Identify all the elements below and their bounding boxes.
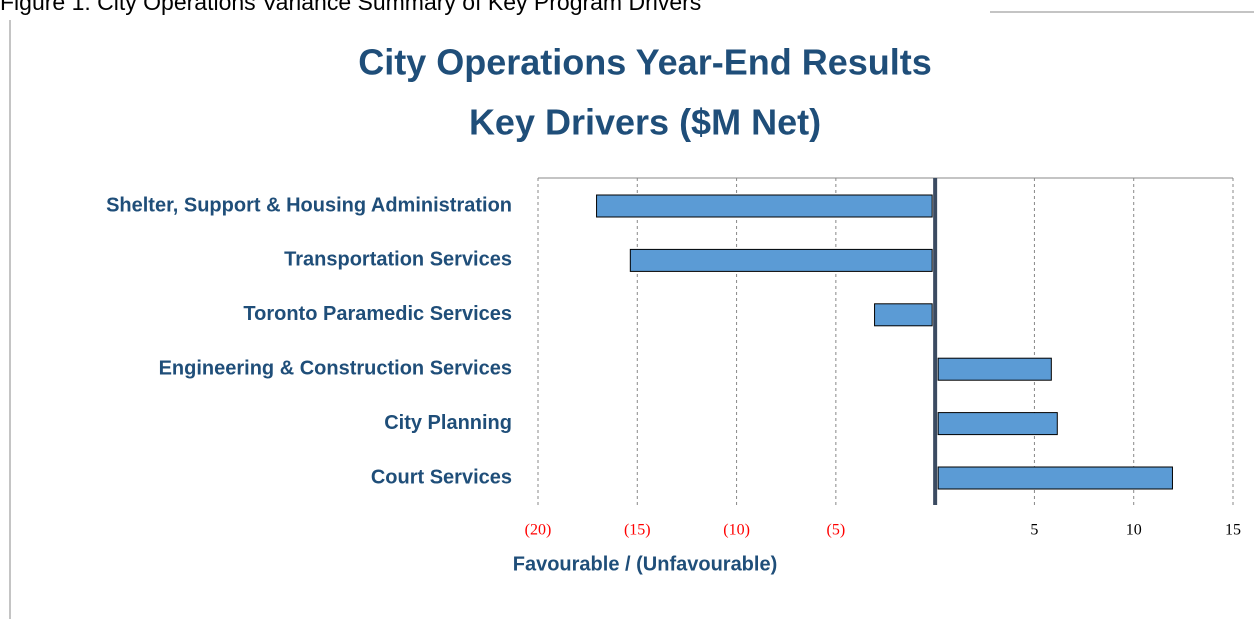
y-tick-label: Court Services <box>371 466 512 488</box>
bar <box>629 248 933 272</box>
x-tick-label: (15) <box>624 522 651 539</box>
x-tick-label: 15 <box>1225 522 1241 539</box>
chart-title: Key Drivers ($M Net) <box>469 102 821 143</box>
x-tick-label: (5) <box>827 522 846 539</box>
caption: Figure 1: City Operations Variance Summa… <box>0 0 701 15</box>
x-tick-label: (20) <box>525 522 552 539</box>
y-tick-label: Shelter, Support & Housing Administratio… <box>106 194 512 216</box>
y-tick-label: Engineering & Construction Services <box>159 357 512 379</box>
bar <box>937 357 1052 381</box>
y-tick-label: City Planning <box>384 412 512 434</box>
x-tick-label: 5 <box>1030 522 1038 539</box>
caption-bg <box>0 0 990 20</box>
x-axis-label: Favourable / (Unfavourable) <box>513 553 778 575</box>
x-tick-label: (10) <box>723 522 750 539</box>
y-tick-label: Toronto Paramedic Services <box>243 303 512 325</box>
bar <box>596 194 933 218</box>
bar <box>937 412 1058 436</box>
bar <box>874 303 933 327</box>
chart-title: City Operations Year-End Results <box>358 42 932 83</box>
x-tick-label: 10 <box>1126 522 1142 539</box>
y-tick-label: Transportation Services <box>284 249 512 271</box>
bar <box>937 466 1173 490</box>
